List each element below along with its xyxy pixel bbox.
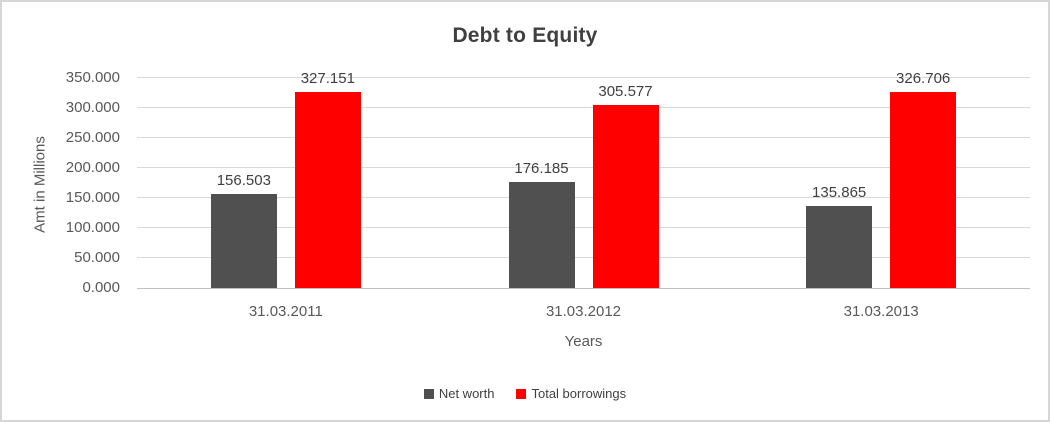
y-tick-label: 50.000	[74, 249, 120, 266]
bar-total-borrowings	[890, 91, 957, 288]
chart-title: Debt to Equity	[452, 24, 598, 47]
y-tick-label: 300.000	[65, 99, 120, 116]
x-tick-label: 31.03.2011	[248, 303, 323, 320]
y-tick-label: 350.000	[65, 69, 120, 86]
legend-label: Total borrowings	[531, 386, 627, 401]
y-gridline	[137, 107, 1030, 108]
bar-total-borrowings	[592, 104, 659, 288]
legend-item-net-worth: Net worth	[423, 386, 495, 401]
bar-value-label: 326.706	[896, 69, 951, 87]
bar-value-label: 135.865	[812, 184, 867, 202]
bar-total-borrowings	[294, 91, 361, 288]
bar-net-worth	[806, 206, 873, 288]
legend-marker-total-borrowings	[516, 388, 527, 399]
bar-value-label: 327.151	[300, 69, 355, 87]
bar-value-label: 305.577	[598, 82, 653, 100]
x-tick-label: 31.03.2012	[545, 303, 622, 320]
y-gridline	[137, 137, 1030, 138]
bar-net-worth	[210, 194, 277, 288]
bar-value-label: 156.503	[216, 172, 271, 190]
y-tick-label: 250.000	[65, 129, 120, 146]
y-gridline	[137, 257, 1030, 258]
legend-item-total-borrowings: Total borrowings	[516, 386, 626, 401]
y-tick-label: 0.000	[82, 279, 120, 296]
y-gridline	[137, 167, 1030, 168]
y-gridline	[137, 77, 1030, 78]
y-axis-title: Amt in Millions	[31, 136, 49, 233]
x-tick-label: 31.03.2013	[843, 303, 919, 320]
x-axis-title: Years	[564, 333, 603, 350]
y-tick-label: 150.000	[65, 189, 120, 206]
x-axis-line	[137, 288, 1030, 289]
y-gridline	[137, 197, 1030, 198]
legend-marker-net-worth	[423, 388, 434, 399]
bar-net-worth	[508, 182, 575, 288]
y-tick-label: 100.000	[65, 219, 120, 236]
legend-label: Net worth	[438, 386, 495, 401]
plot-area: 156.503 327.151 176.185 305.577 135.865 326.7…	[137, 70, 1030, 289]
legend: Net worth Total borrowings	[2, 386, 1048, 401]
y-tick-label: 200.000	[65, 159, 120, 176]
y-gridline	[137, 227, 1030, 228]
bar-value-label: 176.185	[514, 160, 569, 178]
